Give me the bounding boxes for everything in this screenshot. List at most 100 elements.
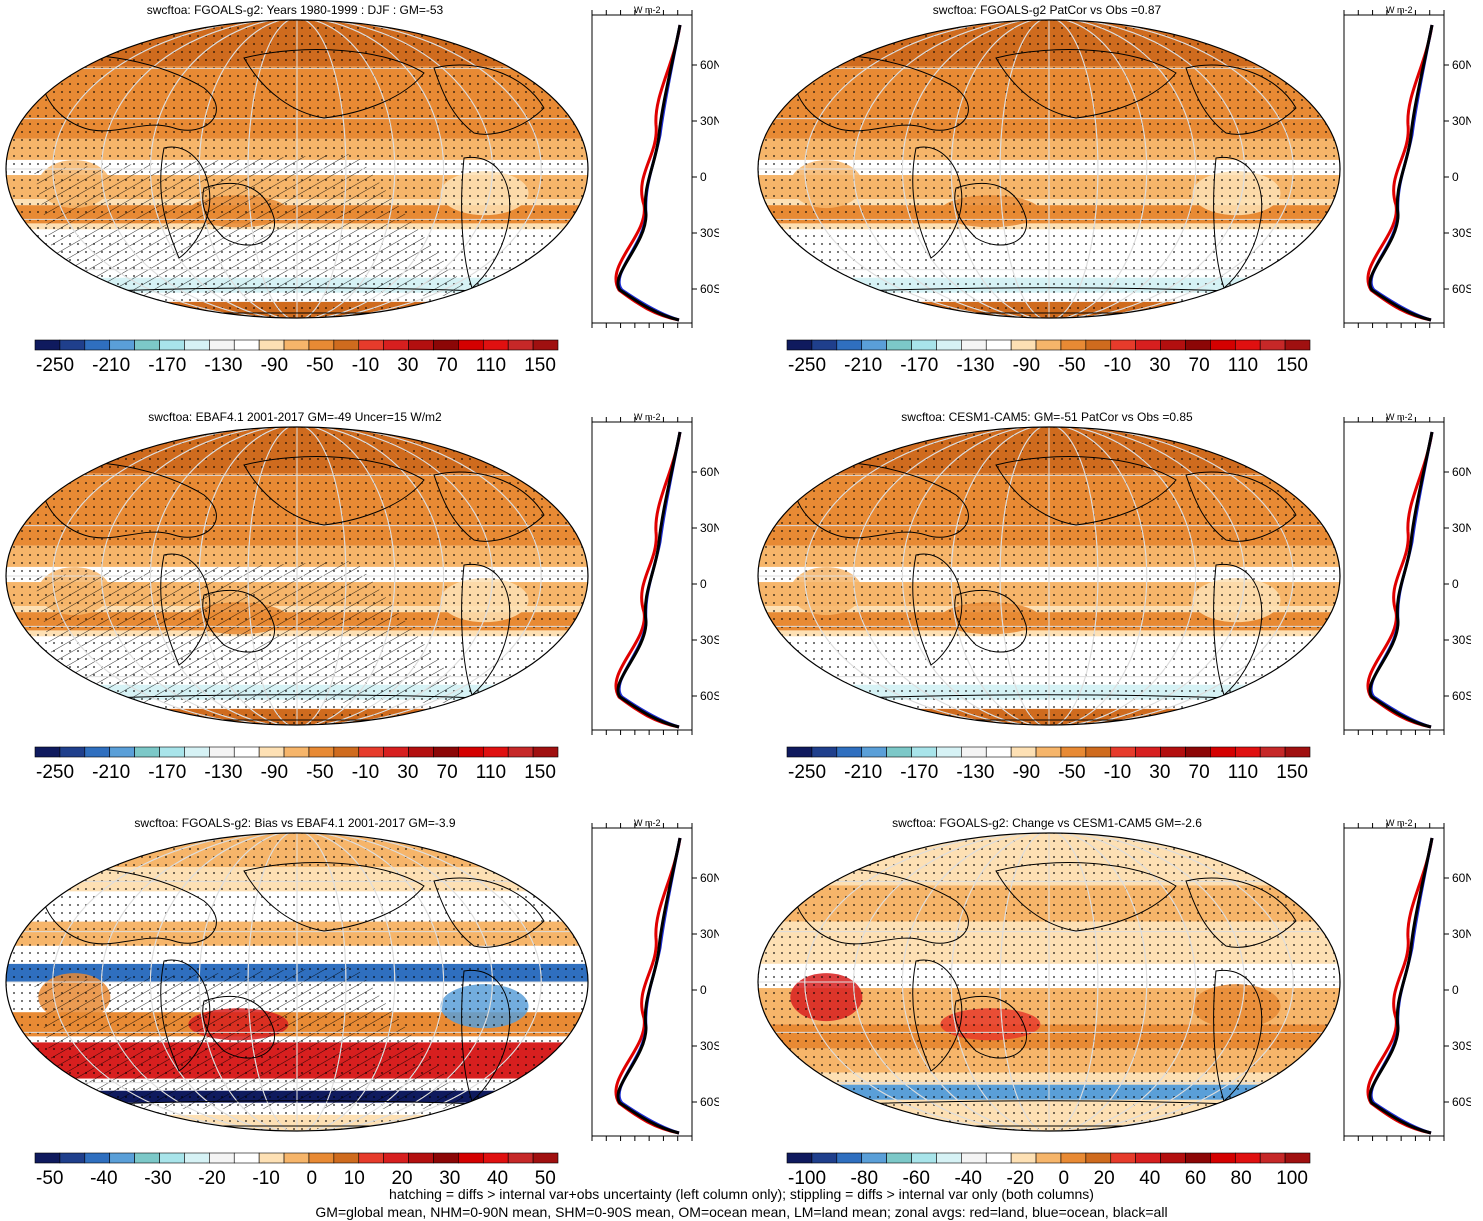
colorbar-tick-label: -10 (1103, 355, 1132, 376)
colorbar-tick-label: -20 (198, 1168, 226, 1189)
zonal-lat-label: 30N (1452, 521, 1471, 535)
caption-means: GM=global mean, NHM=0-90N mean, SHM=0-90… (315, 1204, 1168, 1220)
colorbar-tick-label: -50 (36, 1168, 64, 1189)
zonal-lat-label: 30N (1452, 927, 1471, 941)
colorbar-tick-label: -130 (956, 762, 995, 783)
colorbar-tick-label: 110 (475, 355, 507, 376)
panel-title: swcftoa: EBAF4.1 2001-2017 GM=-49 Uncer=… (148, 410, 442, 424)
zonal-lat-label: 60S (700, 689, 719, 703)
zonal-units-label: W m-2 (634, 5, 661, 15)
colorbar-tick-label: -130 (204, 762, 243, 783)
zonal-lat-label: 60N (1452, 58, 1471, 72)
global-map (757, 19, 1341, 319)
colorbar-tick-label: -210 (844, 762, 883, 783)
panel-title: swcftoa: FGOALS-g2: Bias vs EBAF4.1 2001… (134, 816, 456, 830)
colorbar-tick-label: -210 (92, 762, 131, 783)
global-map (5, 19, 589, 319)
colorbar-tick-label: -20 (1006, 1168, 1034, 1189)
colorbar-tick-label: -10 (252, 1168, 280, 1189)
zonal-lat-label: 30S (1452, 226, 1471, 240)
colorbar-tick-label: -40 (90, 1168, 118, 1189)
colorbar-tick-label: -170 (148, 762, 187, 783)
colorbar-labels: -250 -210 -170 -130 -90 -50 -10 30 70 110 150 (788, 762, 1308, 784)
zonal-lat-label: 30N (1452, 114, 1471, 128)
global-map (5, 832, 589, 1132)
zonal-units-label: W m-2 (1386, 5, 1413, 15)
colorbar-tick-label: -10 (351, 762, 380, 783)
colorbar-tick-label: -210 (92, 355, 131, 376)
zonal-lat-label: 30S (700, 226, 719, 240)
colorbar-tick-label: 150 (524, 762, 556, 783)
global-map (757, 832, 1341, 1132)
colorbar (34, 1152, 559, 1164)
zonal-lat-label: 60S (1452, 282, 1471, 296)
colorbar-tick-label: 0 (1058, 1168, 1070, 1189)
colorbar (786, 746, 1311, 758)
colorbar-tick-label: 70 (1188, 355, 1210, 376)
zonal-lat-label: 30S (1452, 633, 1471, 647)
colorbar-tick-label: -130 (204, 355, 243, 376)
zonal-lat-label: 60S (1452, 1095, 1471, 1109)
colorbar-tick-label: -170 (900, 762, 939, 783)
zonal-lat-label: 0 (700, 983, 707, 997)
zonal-lat-label: 60N (700, 871, 719, 885)
colorbar-tick-label: 10 (343, 1168, 365, 1189)
colorbar-tick-label: -60 (902, 1168, 930, 1189)
colorbar-tick-label: -10 (1103, 762, 1132, 783)
colorbar-tick-label: -210 (844, 355, 883, 376)
colorbar-tick-label: -50 (1058, 762, 1086, 783)
colorbar-tick-label: -30 (144, 1168, 172, 1189)
zonal-curve (1368, 24, 1434, 322)
map-panel: swcftoa: FGOALS-g2 PatCor vs Obs =0.87 -2… (752, 0, 1483, 400)
colorbar-tick-label: -250 (36, 762, 75, 783)
colorbar-tick-label: -50 (306, 762, 334, 783)
colorbar-tick-label: -80 (850, 1168, 879, 1189)
zonal-curve (616, 837, 682, 1135)
colorbar-tick-label: -10 (351, 355, 380, 376)
colorbar-tick-label: -50 (1058, 355, 1086, 376)
zonal-lat-label: 30N (700, 114, 719, 128)
colorbar-tick-label: -130 (956, 355, 995, 376)
zonal-lat-label: 30N (700, 521, 719, 535)
zonal-lat-label: 60N (1452, 871, 1471, 885)
zonal-lat-label: 0 (700, 170, 707, 184)
map-panel: swcftoa: FGOALS-g2: Years 1980-1999 : DJ… (0, 0, 731, 400)
zonal-lat-label: 60N (1452, 465, 1471, 479)
colorbar (786, 339, 1311, 351)
zonal-lat-label: 0 (1452, 983, 1459, 997)
caption-hatching: hatching = diffs > internal var+obs unce… (389, 1186, 1094, 1202)
zonal-curve (1368, 837, 1434, 1135)
colorbar-tick-label: -100 (788, 1168, 827, 1189)
zonal-lat-label: 30N (700, 927, 719, 941)
colorbar-tick-label: 150 (1276, 355, 1308, 376)
zonal-lat-label: 60N (700, 465, 719, 479)
colorbar-tick-label: 100 (1276, 1168, 1308, 1189)
zonal-lat-label: 0 (700, 577, 707, 591)
colorbar-tick-label: 30 (439, 1168, 461, 1189)
zonal-units-label: W m-2 (634, 412, 661, 422)
panel-title: swcftoa: FGOALS-g2: Years 1980-1999 : DJ… (146, 3, 444, 17)
colorbar-labels: -50 -40 -30 -20 -10 0 10 20 30 40 50 (36, 1168, 556, 1190)
colorbar-tick-label: 40 (486, 1168, 509, 1189)
colorbar-tick-label: 80 (1230, 1168, 1252, 1189)
colorbar-labels: -250 -210 -170 -130 -90 -50 -10 30 70 110 150 (36, 355, 556, 377)
colorbar-tick-label: -250 (788, 762, 827, 783)
colorbar-tick-label: 20 (391, 1168, 413, 1189)
colorbar-tick-label: -250 (788, 355, 827, 376)
colorbar-tick-label: -90 (1012, 355, 1041, 376)
colorbar-tick-label: 30 (397, 355, 419, 376)
zonal-lat-label: 0 (1452, 170, 1459, 184)
panel-title: swcftoa: CESM1-CAM5: GM=-51 PatCor vs Ob… (901, 410, 1193, 424)
colorbar-tick-label: -40 (954, 1168, 982, 1189)
map-panel: swcftoa: FGOALS-g2: Change vs CESM1-CAM5… (752, 813, 1483, 1213)
zonal-lat-label: 30S (700, 633, 719, 647)
colorbar-labels: -250 -210 -170 -130 -90 -50 -10 30 70 110 150 (36, 762, 556, 784)
colorbar-tick-label: -250 (36, 355, 75, 376)
colorbar-tick-label: 110 (475, 762, 507, 783)
zonal-units-label: W m-2 (1386, 412, 1413, 422)
colorbar-tick-label: 0 (306, 1168, 318, 1189)
